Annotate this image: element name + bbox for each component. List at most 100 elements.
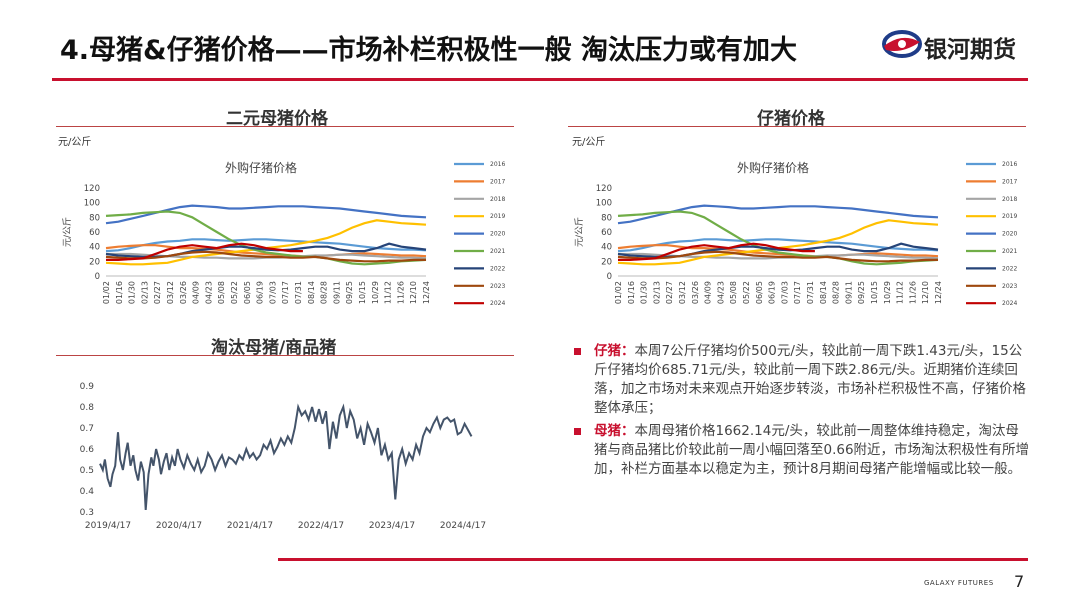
legend-label: 2019 (490, 213, 505, 220)
series-line-2023 (617, 250, 938, 263)
x-tick-label: 03/12 (166, 281, 175, 304)
sow-price-chart: 外购仔猪价格 0 20 40 60 80 100 120 元/公斤 01/02 01/16 01/30… (62, 160, 505, 307)
x-tick-label: 01/02 (102, 281, 111, 304)
x-tick-label: 02/13 (140, 281, 149, 304)
y-tick-label: 120 (84, 184, 100, 194)
legend-label: 2018 (490, 196, 505, 203)
x-tick-label: 06/05 (243, 281, 252, 304)
legend-label: 2016 (1002, 161, 1017, 168)
bottom-divider (278, 558, 1028, 561)
legend-label: 2020 (1002, 231, 1017, 238)
y-tick-label: 120 (596, 184, 612, 194)
ratio-panel-title: 淘汰母猪/商品猪 (211, 338, 337, 358)
y-tick-label: 60 (89, 228, 100, 238)
y-tick-label: 0.6 (80, 445, 95, 455)
series-line-2017 (105, 244, 427, 258)
legend-label: 2022 (1002, 265, 1017, 272)
legend-label: 2016 (490, 161, 505, 168)
bullet-square-icon (574, 428, 581, 435)
y-tick-label: 20 (601, 257, 612, 267)
y-tick-label: 20 (89, 257, 100, 267)
y-tick-label: 0.9 (80, 382, 95, 392)
x-tick-label: 08/28 (320, 281, 329, 304)
piglet-price-chart: 外购仔猪价格 0 20 40 60 80 100 120 元/公斤 01/02 01/16 01/30… (574, 160, 1017, 307)
x-tick-label: 2022/4/17 (298, 521, 344, 531)
sow-price-panel-title: 二元母猪价格 (226, 109, 328, 129)
x-tick-label: 08/14 (307, 281, 316, 304)
bullet-label: 母猪： (594, 423, 635, 439)
x-tick-label: 09/25 (857, 281, 866, 304)
x-tick-label: 04/09 (704, 281, 713, 304)
x-tick-label: 12/10 (409, 281, 418, 304)
y-tick-label: 0.5 (80, 466, 94, 476)
y-tick-label: 80 (601, 213, 612, 223)
bullet-text: 本周母猪价格1662.14元/头，较此前一周整体维持稳定，淘汰母猪与商品猪比价较… (594, 423, 1030, 477)
x-tick-label: 06/05 (755, 281, 764, 304)
y-tick-label: 0.3 (80, 508, 94, 518)
bullet-text: 本周7公斤仔猪均价500元/头，较此前一周下跌1.43元/头，15公斤仔猪均价6… (594, 343, 1026, 416)
x-tick-label: 05/22 (230, 281, 239, 304)
x-tick-label: 02/13 (652, 281, 661, 304)
x-tick-label: 12/10 (921, 281, 930, 304)
x-tick-label: 01/30 (640, 281, 649, 304)
chart-title: 外购仔猪价格 (737, 160, 809, 175)
x-tick-label: 10/29 (371, 281, 380, 304)
sow-panel-divider (56, 126, 514, 127)
y-tick-label: 100 (596, 199, 612, 209)
x-tick-label: 01/30 (128, 281, 137, 304)
ratio-panel-divider (56, 355, 514, 356)
y-tick-label: 0.8 (80, 403, 95, 413)
x-tick-label: 11/12 (384, 281, 393, 304)
galaxy-logo-icon (882, 30, 922, 58)
y-tick-label: 0 (95, 272, 100, 282)
legend-label: 2018 (1002, 196, 1017, 203)
x-tick-label: 10/15 (870, 281, 879, 304)
y-axis-label: 元/公斤 (574, 217, 585, 247)
x-tick-label: 07/31 (294, 281, 303, 304)
x-tick-label: 2023/4/17 (369, 521, 415, 531)
piglet-price-panel-title: 仔猪价格 (757, 109, 825, 129)
x-tick-label: 01/16 (627, 281, 636, 304)
y-tick-label: 0 (607, 272, 612, 282)
cull-sow-ratio-chart: 0.3 0.4 0.5 0.6 0.7 0.8 0.9 2019/4/17 2020/4/17 2… (80, 382, 486, 531)
legend-label: 2022 (490, 265, 505, 272)
page-number: 7 (1014, 572, 1025, 591)
x-tick-label: 05/22 (742, 281, 751, 304)
x-tick-label: 04/23 (716, 281, 725, 304)
footer-brand: GALAXY FUTURES (924, 579, 994, 587)
title-divider (52, 78, 1028, 81)
x-tick-label: 09/11 (844, 281, 853, 304)
x-tick-label: 02/27 (665, 281, 674, 304)
x-tick-label: 09/25 (345, 281, 354, 304)
legend-label: 2021 (490, 248, 505, 255)
legend-label: 2020 (490, 231, 505, 238)
piglet-panel-unit: 元/公斤 (572, 137, 606, 148)
x-tick-label: 06/19 (256, 281, 265, 304)
y-tick-label: 0.4 (80, 487, 95, 497)
y-tick-label: 80 (89, 213, 100, 223)
bullet-label: 仔猪： (594, 343, 635, 359)
bullet-square-icon (574, 348, 581, 355)
x-tick-label: 07/03 (268, 281, 277, 304)
x-tick-label: 08/14 (819, 281, 828, 304)
x-tick-label: 2020/4/17 (156, 521, 202, 531)
commentary: 仔猪：本周7公斤仔猪均价500元/头，较此前一周下跌1.43元/头，15公斤仔猪… (572, 342, 1032, 483)
series-line-2017 (617, 244, 939, 258)
ratio-series-line (99, 403, 473, 510)
x-tick-label: 04/09 (192, 281, 201, 304)
x-tick-label: 11/26 (396, 281, 405, 304)
x-tick-label: 2021/4/17 (227, 521, 273, 531)
legend-label: 2021 (1002, 248, 1017, 255)
y-tick-label: 100 (84, 199, 100, 209)
x-tick-label: 02/27 (153, 281, 162, 304)
x-tick-label: 08/28 (832, 281, 841, 304)
x-tick-label: 07/03 (780, 281, 789, 304)
series-line-2021 (617, 210, 939, 266)
y-tick-label: 60 (601, 228, 612, 238)
legend-label: 2024 (1002, 300, 1017, 307)
legend-label: 2024 (490, 300, 505, 307)
x-tick-label: 01/16 (115, 281, 124, 304)
x-tick-label: 07/17 (281, 281, 290, 304)
x-tick-label: 2019/4/17 (85, 521, 131, 531)
x-tick-label: 11/12 (896, 281, 905, 304)
